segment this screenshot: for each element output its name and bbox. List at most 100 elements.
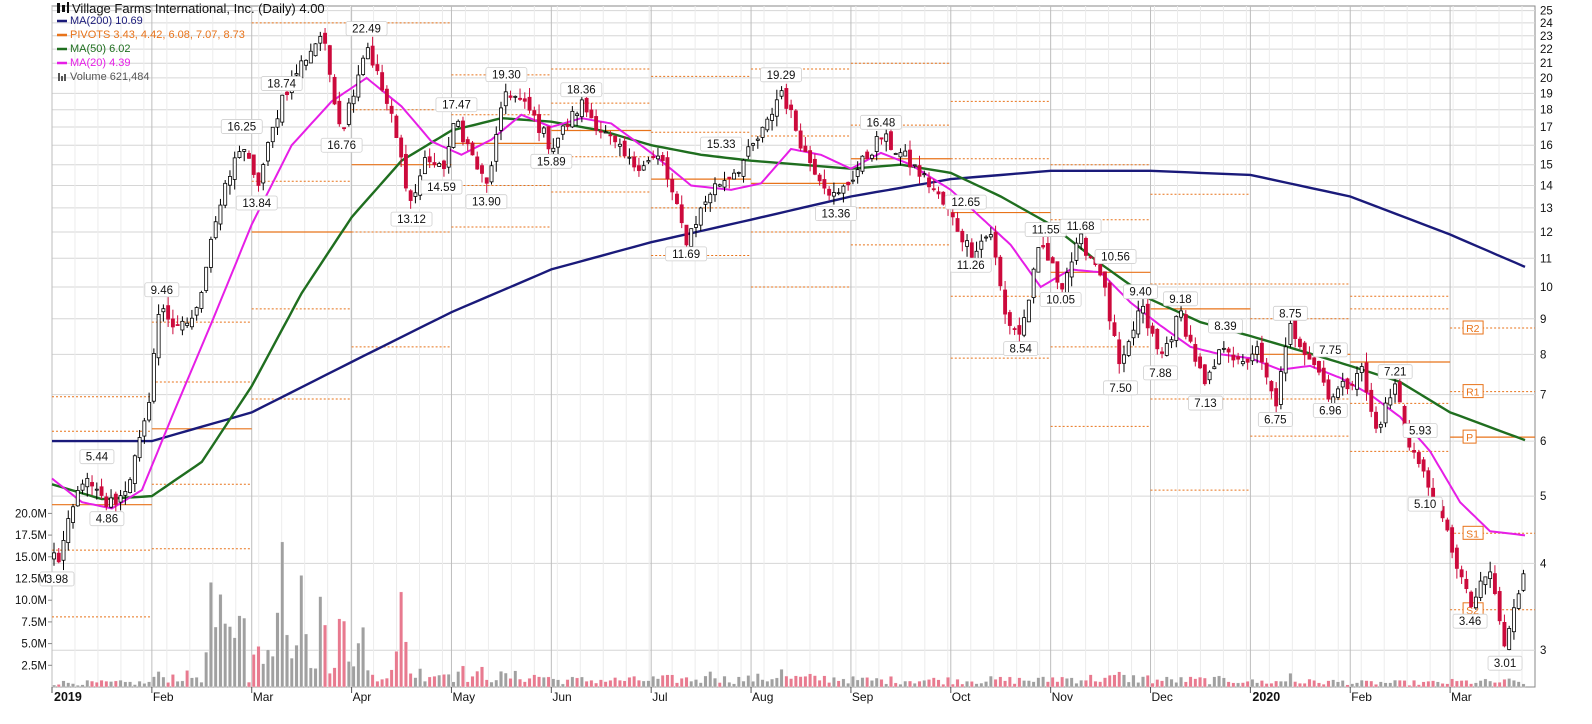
volume-bar: [608, 680, 613, 688]
volume-bar: [656, 678, 660, 688]
volume-bar: [637, 680, 641, 688]
candle-body: [1345, 378, 1350, 390]
candlestick-layer: [52, 28, 1526, 651]
candle-body: [684, 224, 689, 246]
candle-body: [470, 142, 475, 156]
volume-bar: [874, 677, 879, 688]
candle-body: [1459, 569, 1464, 578]
volume-bar: [1402, 680, 1407, 688]
volume-bar: [1474, 682, 1478, 688]
volume-bar: [575, 677, 579, 688]
volume-bar: [822, 675, 827, 688]
candle-body: [461, 120, 465, 143]
volume-bar: [461, 665, 465, 688]
legend-layer: Village Farms International, Inc. (Daily…: [57, 1, 325, 83]
candle-body: [380, 72, 385, 91]
pivot-tag-label: P: [1466, 432, 1473, 444]
volume-bar: [760, 679, 765, 688]
price-callout-box: [1208, 318, 1243, 334]
volume-bar: [941, 684, 946, 688]
volume-bar: [152, 676, 156, 688]
volume-bar: [1050, 677, 1055, 688]
volume-bar: [147, 681, 151, 688]
candle-body: [99, 486, 104, 496]
candle-body: [651, 156, 656, 159]
volume-bar: [580, 676, 584, 688]
volume-bar: [1041, 676, 1045, 688]
volume-bar: [1012, 683, 1017, 688]
price-tick-label: 15: [1540, 160, 1553, 172]
candle-body: [1226, 348, 1231, 353]
volume-bar: [912, 683, 917, 688]
price-callout-label: 13.90: [472, 197, 501, 209]
volume-bar: [1279, 681, 1283, 688]
candle-body: [399, 137, 404, 158]
candle-body: [1117, 339, 1122, 365]
candle-body: [532, 110, 537, 116]
candle-body: [789, 104, 794, 111]
price-callout-box: [1407, 496, 1443, 512]
candle-body: [1478, 580, 1483, 599]
price-callout-box: [220, 119, 263, 134]
candle-body: [294, 73, 299, 76]
candle-body: [955, 218, 960, 232]
volume-bar: [1255, 682, 1259, 688]
volume-bar: [1074, 683, 1079, 688]
price-tick-label: 13: [1540, 203, 1553, 215]
candle-body: [741, 159, 746, 177]
volume-bar: [689, 680, 694, 688]
volume-bar: [803, 676, 808, 688]
candle-body: [969, 242, 974, 258]
candle-body: [266, 142, 270, 162]
volume-bar: [475, 670, 480, 688]
volume-icon: [61, 76, 63, 81]
price-tick-label: 18: [1540, 105, 1553, 117]
candle-body: [480, 165, 484, 174]
volume-bar: [1231, 682, 1236, 688]
volume-bar: [1512, 680, 1516, 688]
candle-body: [513, 95, 518, 98]
volume-bar: [1027, 680, 1031, 688]
volume-bar: [1274, 680, 1278, 688]
price-callout-label: 8.39: [1214, 321, 1236, 333]
volume-bar: [370, 674, 375, 688]
volume-bar: [1193, 678, 1198, 688]
volume-bar: [480, 666, 484, 688]
candle-body: [965, 240, 969, 247]
candle-body: [665, 157, 670, 180]
candle-body: [560, 125, 565, 135]
volume-bar: [746, 675, 751, 688]
candle-body: [646, 160, 651, 163]
candle-body: [375, 64, 380, 72]
volume-bar: [1103, 677, 1107, 688]
volume-bar: [1160, 680, 1164, 688]
candle-body: [161, 308, 166, 313]
candle-body: [408, 190, 413, 201]
volume-bar: [251, 654, 256, 688]
price-callout-label: 12.65: [951, 197, 980, 209]
candle-body: [1388, 397, 1393, 406]
volume-bar: [266, 649, 270, 688]
volume-bar: [1203, 677, 1207, 688]
volume-bar: [1198, 676, 1202, 688]
volume-layer: [52, 541, 1526, 688]
volume-bar: [1426, 681, 1431, 688]
candle-body: [189, 317, 194, 328]
candle-body: [332, 76, 337, 105]
price-callout-box: [1123, 284, 1158, 300]
volume-bar: [342, 620, 346, 688]
volume-bar: [123, 681, 128, 688]
volume-bar: [1236, 682, 1240, 688]
candle-body: [90, 482, 94, 487]
candle-body: [94, 488, 99, 491]
month-label: Mar: [253, 690, 274, 704]
volume-bar: [627, 677, 632, 688]
candle-body: [389, 105, 394, 114]
volume-bar: [870, 680, 874, 688]
candle-body: [1397, 381, 1402, 403]
volume-bar: [1212, 676, 1217, 688]
volume-bar: [156, 671, 161, 688]
volume-bar: [1145, 675, 1150, 688]
price-callout-label: 16.76: [327, 140, 356, 152]
